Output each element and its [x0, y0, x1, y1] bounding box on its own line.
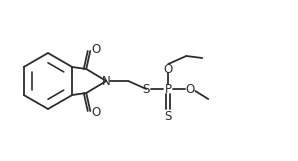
Text: P: P	[165, 82, 172, 95]
Text: S: S	[142, 82, 150, 95]
Text: S: S	[164, 110, 172, 123]
Text: O: O	[91, 106, 101, 119]
Text: O: O	[186, 82, 195, 95]
Text: O: O	[91, 43, 101, 56]
Text: O: O	[164, 62, 173, 76]
Text: N: N	[102, 75, 111, 87]
